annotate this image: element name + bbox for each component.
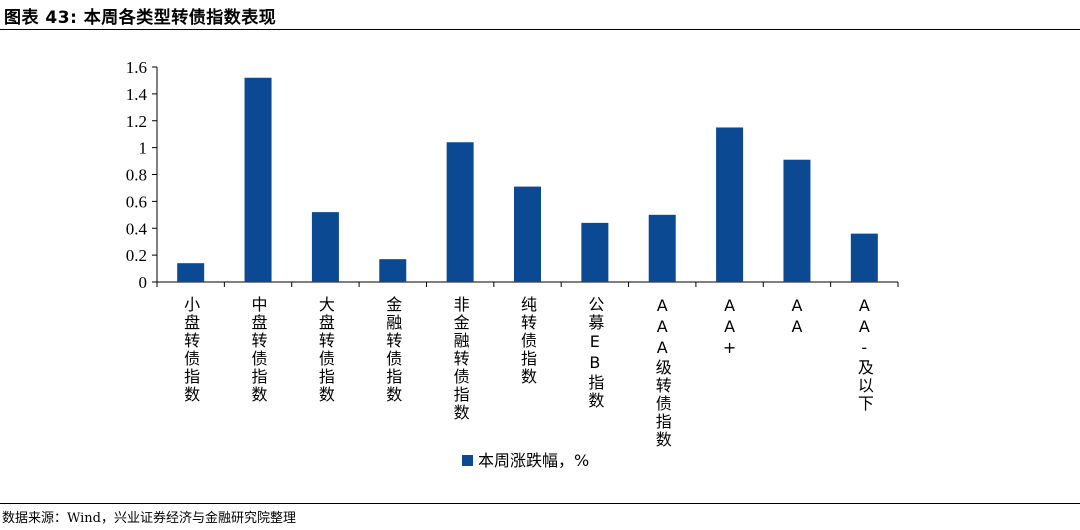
legend-label: 本周涨跌幅，% <box>478 451 589 470</box>
y-tick-label: 1.2 <box>126 112 147 131</box>
category-label: 金融转债指数 <box>383 296 402 404</box>
y-tick-label: 1.4 <box>126 85 148 104</box>
legend: 本周涨跌幅，% <box>462 451 589 470</box>
bar <box>783 159 811 282</box>
legend-swatch <box>462 455 473 466</box>
source-divider <box>0 503 1080 504</box>
bar-series <box>177 77 878 282</box>
bar <box>716 127 744 282</box>
category-label: 非金融转债指数 <box>451 296 470 422</box>
category-label: AA+ <box>720 296 739 359</box>
bar <box>581 222 609 282</box>
y-tick-label: 0.6 <box>126 192 147 211</box>
bar <box>311 212 339 282</box>
bar <box>850 233 878 282</box>
y-tick-label: 0 <box>139 273 148 292</box>
category-label: 小盘转债指数 <box>181 296 200 404</box>
bar <box>244 77 272 282</box>
category-label: AA-及以下 <box>855 296 874 413</box>
y-tick-label: 1 <box>139 139 148 158</box>
category-label: 大盘转债指数 <box>316 296 335 404</box>
figure-title: 图表 43: 本周各类型转债指数表现 <box>4 8 277 28</box>
y-axis: 0 0.2 0.4 0.6 0.8 1 1.2 1.4 1.6 <box>126 58 158 292</box>
bar-chart: 0 0.2 0.4 0.6 0.8 1 1.2 1.4 1.6 小盘转债指数 中盘转债指数 大盘转债… <box>126 58 899 470</box>
y-tick-label: 0.2 <box>126 246 147 265</box>
bar <box>379 259 407 282</box>
bar <box>514 186 541 282</box>
category-label: 公募EB指数 <box>585 296 604 410</box>
title-divider <box>0 29 1080 30</box>
category-label: AA <box>787 296 806 338</box>
category-label: 纯转债指数 <box>518 296 537 386</box>
bar <box>648 214 676 282</box>
y-tick-label: 1.6 <box>126 58 147 77</box>
bar <box>177 263 205 282</box>
source-note: 数据来源：Wind，兴业证券经济与金融研究院整理 <box>2 511 296 526</box>
category-label: 中盘转债指数 <box>249 296 268 404</box>
category-label: AAA级转债指数 <box>653 296 672 449</box>
x-axis <box>156 281 899 287</box>
bar <box>446 142 474 282</box>
category-labels: 小盘转债指数 中盘转债指数 大盘转债指数 金融转债指数 非金融转债指数 纯转债指数 公募EB… <box>181 296 874 449</box>
y-tick-label: 0.4 <box>126 219 148 238</box>
y-tick-label: 0.8 <box>126 166 147 185</box>
